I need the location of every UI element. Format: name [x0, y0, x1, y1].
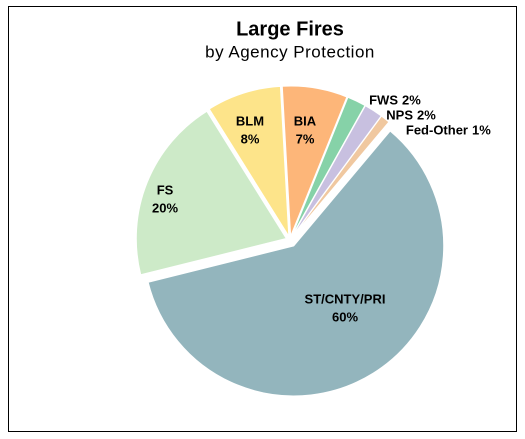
slice-value-label: 2%: [417, 107, 436, 122]
slice-value-label: 2%: [402, 92, 421, 107]
slice-value-label: 20%: [152, 200, 178, 215]
pie-slice: [291, 96, 366, 237]
slice-label: Fed-Other: [406, 122, 468, 137]
slice-value-label: 1%: [472, 122, 491, 137]
pie-slice: [292, 115, 390, 238]
slice-label: BIA: [294, 113, 317, 128]
slice-label: ST/CNTY/PRI: [305, 291, 386, 306]
chart-subtitle: by Agency Protection: [205, 42, 375, 61]
slice-label: NPS: [386, 107, 413, 122]
slice-label: FS: [157, 182, 174, 197]
pie-slice: [281, 85, 348, 237]
chart-title: Large Fires: [236, 18, 344, 40]
pie-slice: [135, 110, 288, 276]
slice-label: FWS: [369, 92, 398, 107]
slice-label: BLM: [236, 113, 264, 128]
slice-value-label: 8%: [241, 131, 260, 146]
pie-slice: [208, 85, 290, 237]
slice-value-label: 7%: [296, 131, 315, 146]
pie-slice: [147, 130, 445, 397]
slice-value-label: 60%: [332, 309, 358, 324]
